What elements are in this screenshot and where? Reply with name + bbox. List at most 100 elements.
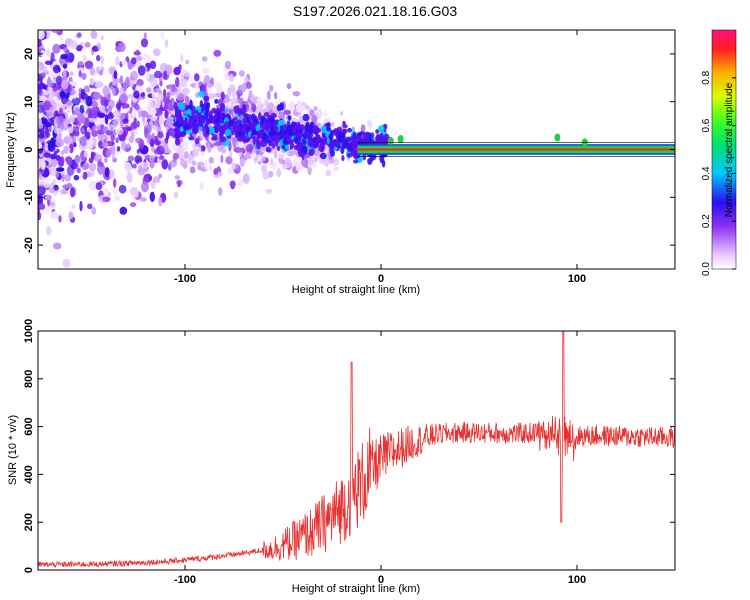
noise-blob bbox=[82, 171, 88, 180]
core-blob bbox=[319, 152, 327, 160]
core-blob bbox=[328, 133, 334, 141]
noise-blob bbox=[92, 100, 97, 108]
core-blob bbox=[346, 144, 352, 152]
noise-blob bbox=[159, 81, 163, 87]
noise-blob bbox=[239, 157, 245, 168]
noise-blob bbox=[107, 124, 115, 131]
core-blob bbox=[173, 101, 177, 110]
noise-blob bbox=[70, 187, 75, 198]
core-blob bbox=[330, 144, 335, 151]
noise-blob bbox=[59, 107, 63, 116]
noise-blob bbox=[194, 138, 200, 145]
core-blob bbox=[279, 102, 285, 111]
noise-blob bbox=[192, 100, 197, 107]
noise-blob bbox=[165, 39, 168, 48]
noise-blob bbox=[323, 109, 328, 118]
colorbar: 0.0 0.2 0.4 0.6 0.8 Normalized spectral ampl… bbox=[701, 29, 737, 276]
noise-blob bbox=[286, 151, 295, 157]
core-blob bbox=[188, 136, 195, 141]
noise-blob bbox=[84, 42, 91, 48]
core-blob bbox=[184, 110, 190, 115]
noise-blob bbox=[96, 66, 100, 75]
noise-blob bbox=[102, 86, 110, 96]
noise-blob bbox=[68, 211, 74, 220]
noise-blob bbox=[141, 167, 148, 173]
noise-blob bbox=[65, 100, 73, 109]
core-blob bbox=[270, 135, 276, 142]
noise-blob bbox=[196, 161, 205, 168]
noise-blob bbox=[51, 158, 58, 168]
noise-blob bbox=[88, 163, 97, 171]
core-blob bbox=[235, 119, 243, 126]
noise-blob bbox=[90, 112, 98, 119]
noise-blob bbox=[38, 142, 43, 150]
noise-blob bbox=[141, 162, 149, 168]
noise-blob bbox=[97, 161, 104, 167]
core-blob bbox=[271, 141, 276, 149]
core-blob bbox=[315, 128, 322, 133]
noise-blob bbox=[191, 160, 197, 166]
noise-blob bbox=[206, 83, 213, 94]
core-blob bbox=[330, 149, 335, 157]
noise-blob bbox=[189, 166, 196, 174]
noise-blob bbox=[292, 91, 301, 97]
noise-blob bbox=[93, 154, 103, 163]
noise-blob bbox=[112, 79, 117, 86]
core-blob bbox=[228, 119, 234, 127]
noise-blob bbox=[60, 189, 68, 195]
core-blob bbox=[303, 146, 308, 155]
noise-blob bbox=[133, 51, 141, 56]
noise-blob bbox=[44, 143, 49, 151]
noise-blob bbox=[153, 88, 162, 93]
noise-blob bbox=[124, 107, 131, 112]
noise-blob bbox=[229, 84, 236, 92]
noise-blob bbox=[86, 141, 94, 150]
noise-blob bbox=[164, 110, 169, 119]
noise-blob bbox=[69, 40, 78, 50]
noise-blob bbox=[150, 116, 157, 122]
noise-blob bbox=[48, 188, 56, 194]
noise-blob bbox=[150, 180, 156, 190]
noise-blob bbox=[38, 104, 45, 113]
core-blob bbox=[242, 117, 248, 125]
core-blob bbox=[260, 123, 266, 130]
noise-blob bbox=[158, 196, 163, 207]
core-blob bbox=[375, 129, 380, 134]
noise-blob bbox=[228, 141, 232, 152]
core-blob bbox=[312, 141, 318, 149]
noise-blob bbox=[50, 82, 57, 89]
noise-blob bbox=[180, 77, 187, 88]
noise-blob bbox=[78, 70, 82, 78]
noise-blob bbox=[53, 127, 62, 134]
noise-blob bbox=[80, 92, 88, 100]
noise-blob bbox=[38, 82, 46, 90]
noise-blob bbox=[50, 211, 59, 220]
noise-blob bbox=[229, 150, 233, 158]
noise-blob bbox=[131, 57, 137, 65]
noise-blob bbox=[38, 118, 42, 125]
noise-blob bbox=[62, 258, 71, 268]
core-blob bbox=[267, 120, 272, 128]
core-blob bbox=[198, 90, 205, 98]
noise-blob bbox=[227, 168, 234, 175]
core-blob bbox=[307, 139, 313, 147]
noise-blob bbox=[233, 147, 243, 153]
noise-blob bbox=[176, 179, 184, 186]
noise-blob bbox=[231, 162, 236, 170]
noise-blob bbox=[127, 155, 135, 162]
noise-blob bbox=[152, 125, 159, 131]
core-blob bbox=[191, 125, 198, 134]
noise-blob bbox=[200, 151, 205, 157]
colorbar-tick-label: 0.8 bbox=[701, 70, 712, 84]
noise-blob bbox=[44, 206, 50, 214]
noise-blob bbox=[173, 66, 181, 76]
noise-blob bbox=[97, 112, 106, 119]
noise-blob bbox=[109, 168, 115, 179]
core-blob bbox=[206, 126, 210, 135]
noise-blob bbox=[104, 167, 110, 178]
core-blob bbox=[296, 133, 302, 140]
noise-blob bbox=[246, 144, 254, 153]
noise-blob bbox=[43, 100, 51, 111]
